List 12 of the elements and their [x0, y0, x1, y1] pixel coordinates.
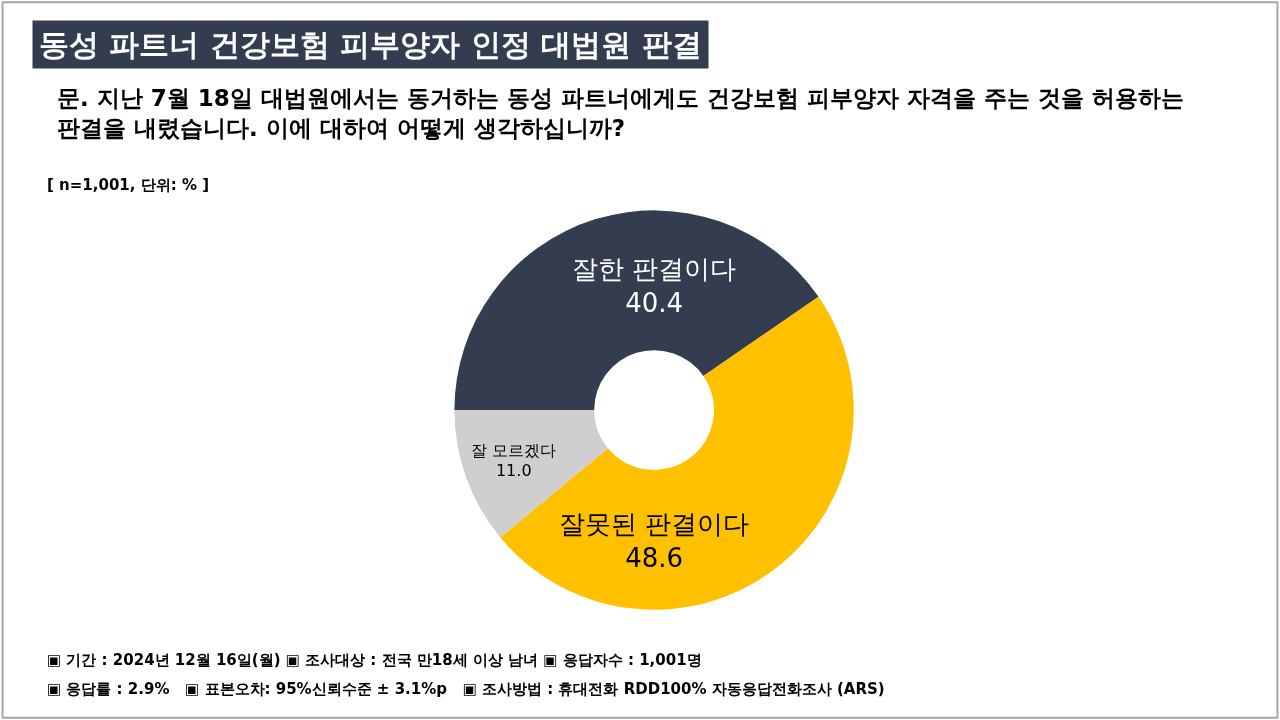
- slice-label: 잘한 판결이다: [571, 254, 737, 285]
- text: ▣ 응답률 : 2.9% ▣ 표본오차: 95%신뢰수준 ± 3.1%p ▣ 조사방법 : 휴대전화 RDD100% 자동응답전화조사 (ARS): [47, 680, 885, 698]
- donut-slice: [454, 210, 819, 411]
- data-label: 40.4: [625, 288, 684, 319]
- slice-label: 잘 모르겠다: [471, 440, 557, 460]
- slice-label: 잘못된 판결이다: [558, 509, 750, 540]
- chart-subtitle: 문. 지난 7월 18일 대법원에서는 동거하는 동성 파트너에게도 건강보험 피부양자 자격을 주는 것을 허용하는 판결을 내렸습니다. 이에 대하여 어떻게 생각하십니까?: [57, 85, 1184, 141]
- data-label: 48.6: [625, 543, 684, 574]
- chart-title: 동성 파트너 건강보험 피부양자 인정 대법원 판결: [39, 27, 702, 62]
- data-label: 11.0: [495, 461, 532, 481]
- text: ▣ 기간 : 2024년 12월 16일(월) ▣ 조사대상 : 전국 만18세 이상 남녀 ▣ 응답자수 : 1,001명: [47, 651, 702, 669]
- text: [ n=1,001, 단위: % ]: [47, 176, 210, 194]
